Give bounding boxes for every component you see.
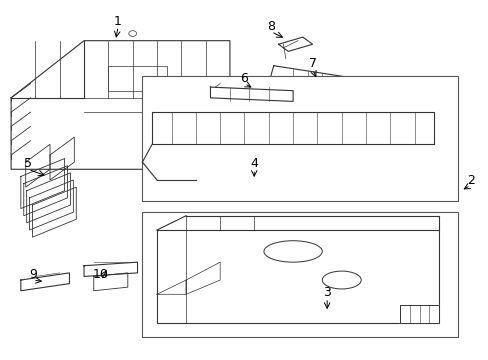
Polygon shape [11, 41, 229, 169]
Polygon shape [84, 262, 137, 276]
Polygon shape [21, 158, 64, 208]
Text: 10: 10 [93, 268, 109, 281]
Bar [142, 212, 458, 337]
Polygon shape [94, 273, 127, 291]
Text: 3: 3 [323, 286, 330, 299]
Text: 9: 9 [29, 268, 37, 281]
Text: 2: 2 [466, 174, 473, 186]
Polygon shape [278, 37, 312, 51]
Polygon shape [268, 66, 366, 98]
Text: 4: 4 [250, 157, 258, 170]
Text: 1: 1 [114, 14, 122, 27]
Polygon shape [21, 273, 69, 291]
Polygon shape [152, 112, 433, 144]
Bar [142, 76, 458, 202]
Polygon shape [157, 230, 438, 323]
Polygon shape [399, 305, 438, 323]
Polygon shape [210, 87, 292, 102]
Text: 7: 7 [308, 57, 316, 71]
Text: 5: 5 [24, 157, 32, 170]
Text: 6: 6 [240, 72, 248, 85]
Text: 8: 8 [267, 20, 275, 33]
